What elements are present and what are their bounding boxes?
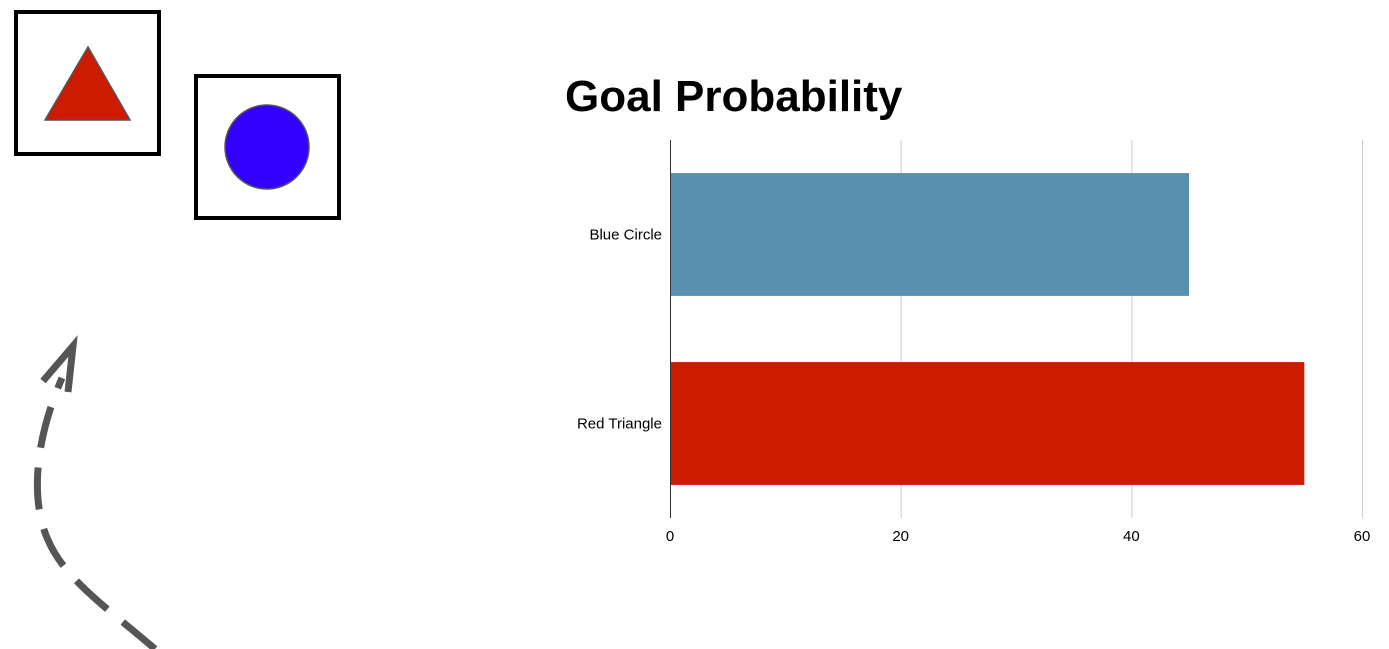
- blue-circle-goal-box: [194, 74, 341, 220]
- x-tick-label: 20: [892, 528, 909, 545]
- dashed-arrow-icon: [33, 335, 158, 649]
- red-triangle-icon: [43, 45, 132, 121]
- dashed-path: [33, 376, 158, 649]
- bars: [671, 173, 1305, 485]
- category-label: Blue Circle: [589, 226, 662, 243]
- blue-circle-shape: [224, 104, 310, 190]
- bar-red-triangle: [671, 362, 1305, 485]
- blue-circle-icon: [224, 104, 310, 190]
- red-triangle-goal-box: [14, 10, 161, 156]
- chart-title: Goal Probability: [565, 72, 903, 121]
- x-tick-label: 0: [665, 528, 675, 545]
- arrowhead: [40, 335, 78, 393]
- x-tick-label: 60: [1353, 528, 1371, 545]
- x-tick-label: 40: [1122, 528, 1140, 545]
- bar-blue-circle: [671, 173, 1189, 296]
- category-label: Red Triangle: [576, 415, 662, 432]
- red-triangle-shape: [43, 45, 132, 121]
